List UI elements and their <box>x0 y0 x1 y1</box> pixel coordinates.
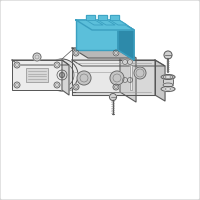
Circle shape <box>110 71 124 85</box>
Ellipse shape <box>165 76 171 78</box>
Polygon shape <box>86 15 95 20</box>
Ellipse shape <box>163 75 173 79</box>
Circle shape <box>113 84 119 90</box>
Polygon shape <box>155 60 165 101</box>
Circle shape <box>128 77 132 82</box>
Circle shape <box>77 71 91 85</box>
Polygon shape <box>12 60 69 65</box>
FancyBboxPatch shape <box>12 60 62 90</box>
Circle shape <box>113 50 119 56</box>
Polygon shape <box>62 60 69 95</box>
Polygon shape <box>76 20 134 30</box>
Ellipse shape <box>60 72 64 77</box>
Polygon shape <box>72 60 155 95</box>
Circle shape <box>164 51 172 59</box>
Circle shape <box>14 62 20 68</box>
Ellipse shape <box>161 74 175 79</box>
FancyBboxPatch shape <box>26 68 48 82</box>
FancyBboxPatch shape <box>163 77 173 85</box>
Polygon shape <box>86 20 103 25</box>
Circle shape <box>134 67 146 79</box>
Circle shape <box>33 53 41 61</box>
Circle shape <box>73 50 79 56</box>
Circle shape <box>14 82 20 88</box>
Ellipse shape <box>46 59 78 91</box>
Polygon shape <box>98 15 107 20</box>
Ellipse shape <box>165 88 171 90</box>
Polygon shape <box>110 20 127 25</box>
Circle shape <box>54 82 60 88</box>
FancyBboxPatch shape <box>72 48 120 92</box>
Polygon shape <box>72 60 165 66</box>
Circle shape <box>122 77 128 82</box>
Ellipse shape <box>161 86 175 92</box>
Ellipse shape <box>163 83 173 87</box>
Circle shape <box>122 60 128 64</box>
Circle shape <box>54 62 60 68</box>
Circle shape <box>128 60 132 64</box>
Circle shape <box>110 94 116 100</box>
Polygon shape <box>98 20 115 25</box>
Polygon shape <box>110 15 119 20</box>
Polygon shape <box>130 65 132 90</box>
Ellipse shape <box>57 70 67 80</box>
Polygon shape <box>118 20 134 60</box>
Circle shape <box>73 84 79 90</box>
Polygon shape <box>120 48 136 102</box>
FancyBboxPatch shape <box>76 20 118 50</box>
Polygon shape <box>72 48 136 58</box>
